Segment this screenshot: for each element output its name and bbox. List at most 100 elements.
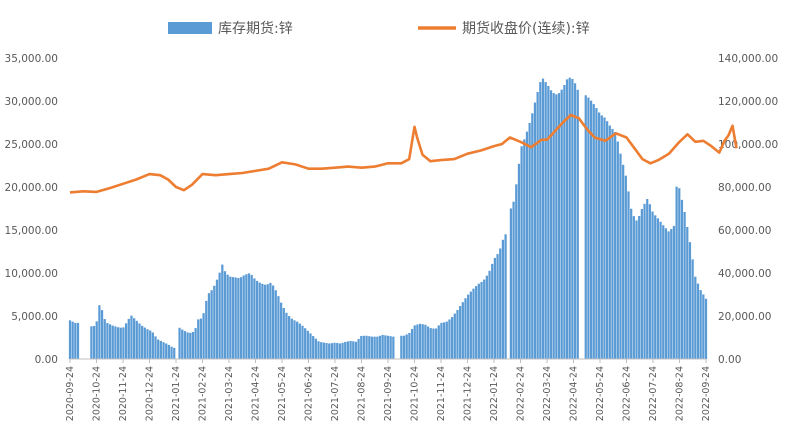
inventory-bar (456, 309, 459, 359)
inventory-bar (296, 321, 299, 359)
inventory-bar (573, 83, 577, 359)
legend-line-label: 期货收盘价(连续):锌 (462, 20, 590, 37)
left-axis-tick: 35,000.00 (5, 53, 58, 65)
x-axis-tick: 2021-06-24 (304, 366, 315, 421)
inventory-bar (263, 284, 267, 359)
x-axis-tick: 2021-02-24 (198, 366, 209, 421)
inventory-bar (635, 220, 638, 359)
inventory-bar (624, 175, 627, 359)
inventory-bar (389, 336, 392, 359)
x-axis-tick: 2020-11-24 (118, 366, 129, 421)
left-axis: 0.00 5,000.00 10,000.00 15,000.00 20,000.00 2… (5, 53, 58, 366)
inventory-bar (309, 333, 312, 359)
inventory-bar (576, 89, 579, 360)
inventory-bar (354, 341, 358, 359)
x-axis-tick: 2022-08-24 (675, 366, 686, 421)
x-axis-tick: 2022-01-24 (489, 366, 500, 421)
inventory-bar (405, 334, 408, 359)
inventory-bar (680, 199, 684, 359)
right-axis-tick: 100,000.00 (718, 139, 778, 151)
inventory-bar (488, 270, 491, 359)
inventory-bar (512, 201, 515, 359)
inventory-bar (560, 89, 563, 359)
inventory-bar (360, 336, 363, 359)
inventory-bar (539, 82, 542, 359)
inventory-bar (365, 335, 368, 359)
left-axis-tick: 15,000.00 (5, 225, 58, 237)
inventory-bar (333, 342, 336, 359)
inventory-bar (552, 93, 555, 359)
inventory-bar (499, 248, 502, 359)
inventory-bar (688, 242, 692, 359)
inventory-bar (143, 327, 146, 359)
x-axis-tick: 2021-05-24 (277, 366, 288, 421)
inventory-bar (317, 341, 320, 359)
inventory-bar (467, 294, 470, 359)
inventory-bar (376, 336, 379, 359)
inventory-bar (314, 338, 317, 359)
inventory-bar (125, 323, 128, 359)
inventory-bar (646, 199, 649, 359)
inventory-bar (544, 82, 547, 359)
inventory-bar (611, 128, 614, 359)
inventory-bar (426, 326, 430, 359)
inventory-bar (440, 322, 443, 359)
inventory-bar (255, 280, 259, 359)
inventory-bar (670, 229, 673, 359)
inventory-bar (100, 310, 104, 359)
inventory-bar (141, 325, 144, 359)
inventory-bar (74, 322, 77, 359)
inventory-bar (638, 215, 641, 359)
inventory-bar (501, 239, 505, 359)
inventory-bar (239, 277, 243, 359)
x-axis-tick: 2021-10-24 (410, 366, 421, 421)
inventory-bar (298, 323, 301, 359)
inventory-bar (189, 332, 192, 359)
x-axis-tick: 2021-07-24 (330, 366, 341, 421)
inventory-bar (437, 325, 440, 359)
x-axis-tick: 2022-05-24 (595, 366, 606, 421)
inventory-bar (523, 139, 526, 359)
inventory-bar (90, 326, 93, 359)
inventory-bar (517, 163, 521, 359)
inventory-bar (622, 164, 625, 359)
inventory-bar (207, 293, 211, 359)
inventory-bar (392, 336, 395, 359)
inventory-bar (133, 318, 136, 359)
inventory-bar (154, 336, 157, 359)
inventory-bar (531, 113, 534, 359)
inventory-bar (183, 331, 187, 359)
inventory-bar (346, 341, 350, 359)
inventory-bar (352, 341, 355, 359)
inventory-bar (421, 324, 424, 359)
inventory-bar (525, 131, 529, 359)
inventory-bar (362, 335, 366, 359)
inventory-bar (480, 281, 483, 359)
left-axis-tick: 10,000.00 (5, 268, 58, 280)
inventory-bar (114, 326, 117, 359)
inventory-bar (215, 279, 219, 359)
inventory-bar (162, 342, 165, 359)
inventory-bar (282, 308, 285, 359)
inventory-bar (483, 279, 486, 359)
inventory-bar (237, 277, 240, 359)
x-axis-tick: 2021-08-24 (357, 366, 368, 421)
legend-bar-label: 库存期货:锌 (218, 20, 293, 37)
inventory-bar (111, 325, 114, 359)
inventory-bar (485, 275, 488, 359)
inventory-bar (253, 278, 256, 359)
inventory-bar (656, 218, 660, 359)
right-axis-tick: 20,000.00 (718, 311, 771, 323)
x-axis-tick: 2022-09-24 (701, 366, 712, 421)
inventory-bar (434, 328, 438, 359)
inventory-bar (504, 234, 507, 359)
inventory-bar (242, 275, 245, 359)
inventory-bar (157, 339, 160, 359)
inventory-bar (448, 319, 451, 359)
inventory-bars (68, 77, 708, 360)
inventory-bar (630, 208, 633, 359)
inventory-bar (429, 328, 432, 359)
inventory-bar (691, 259, 694, 359)
inventory-bar (381, 334, 384, 359)
